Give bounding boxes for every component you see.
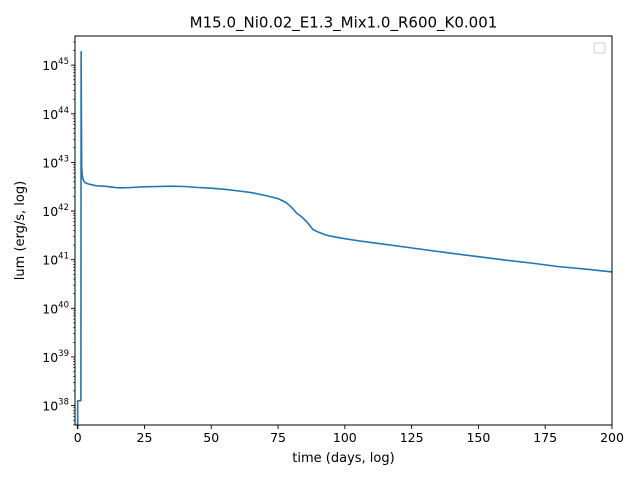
x-tick-label: 150 bbox=[466, 430, 490, 445]
y-tick-label: 1043 bbox=[42, 154, 69, 170]
x-tick-label: 200 bbox=[600, 430, 624, 445]
x-tick-label: 175 bbox=[533, 430, 557, 445]
plot-area bbox=[75, 36, 612, 425]
y-tick-label: 1040 bbox=[42, 300, 69, 316]
line-layer bbox=[76, 50, 613, 429]
y-tick-label: 1045 bbox=[42, 57, 69, 73]
y-tick-label: 1042 bbox=[42, 203, 69, 219]
y-tick-label: 1041 bbox=[42, 252, 69, 268]
x-tick-label: 0 bbox=[74, 430, 82, 445]
x-tick-label: 100 bbox=[333, 430, 357, 445]
luminosity-line bbox=[76, 50, 613, 429]
x-tick-label: 125 bbox=[400, 430, 424, 445]
x-tick-label: 25 bbox=[137, 430, 153, 445]
axes-layer: 0 25 50 75 100 125 150 175 200 1038 1039 1040 1041 10… bbox=[42, 41, 624, 445]
y-tick-label: 1039 bbox=[42, 349, 69, 365]
chart-title: M15.0_Ni0.02_E1.3_Mix1.0_R600_K0.001 bbox=[190, 14, 498, 33]
x-tick-label: 75 bbox=[270, 430, 286, 445]
legend-box bbox=[593, 42, 606, 54]
x-axis-label: time (days, log) bbox=[292, 451, 394, 466]
y-tick-label: 1038 bbox=[42, 398, 69, 414]
y-axis-label: lum (erg/s, log) bbox=[13, 181, 28, 280]
plot-frame bbox=[74, 35, 613, 426]
y-tick-label: 1044 bbox=[42, 106, 69, 122]
x-tick-label: 50 bbox=[203, 430, 219, 445]
